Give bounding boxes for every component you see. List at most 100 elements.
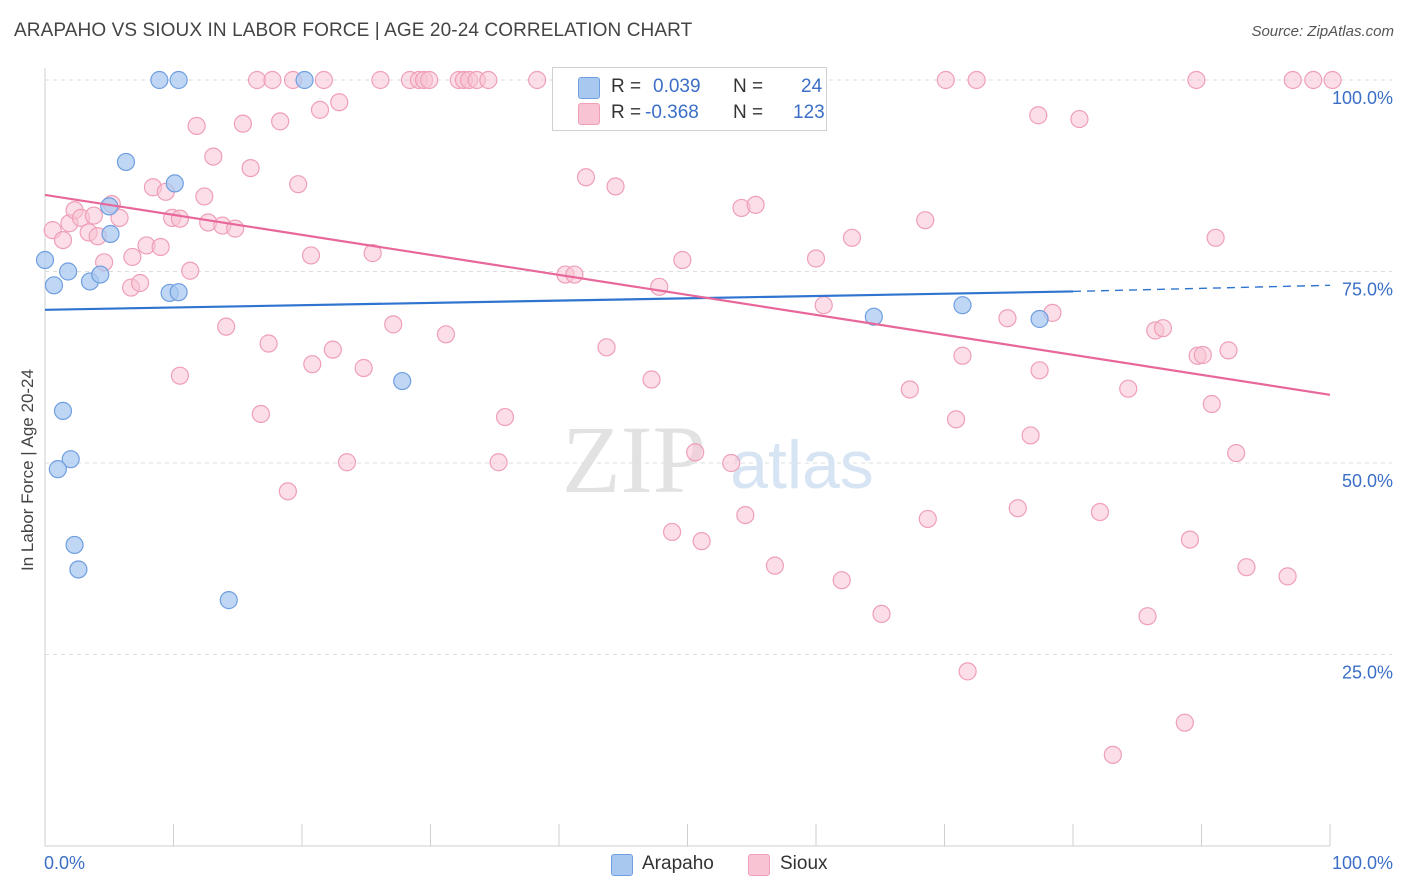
axis-layer [44,68,1331,847]
sioux-point [1029,106,1048,125]
watermark: ZIP atlas [562,406,874,513]
sioux-point [1278,567,1297,586]
arapaho-swatch [578,77,600,99]
sioux-point [301,246,321,265]
sioux-point [1119,379,1138,398]
arapaho-trend-line [44,290,1074,311]
sioux-point [1030,361,1049,380]
sioux-point [1153,319,1173,338]
sioux-point [314,70,333,90]
sioux-r-value: -0.368 [645,102,699,123]
sioux-point [1187,70,1206,90]
sioux-point [746,195,765,214]
x-tick-label-0: 0.0% [44,853,85,873]
arapaho-point [169,283,188,302]
sioux-point [289,175,308,194]
arapaho-points [35,70,1049,610]
sioux-point [371,70,390,90]
sioux-trend-line [44,193,1331,396]
arapaho-point [35,250,55,270]
sioux-point [958,662,977,681]
sioux-point [251,404,270,424]
sioux-point [170,366,190,385]
sioux-point [436,325,456,344]
sioux-point [247,70,267,90]
sioux-point [323,340,342,359]
arapaho-point [1030,309,1049,329]
sioux-point [1070,109,1089,129]
sioux-point [278,482,297,501]
sioux-point [806,249,826,268]
sioux-point [832,571,851,590]
sioux-point [967,70,986,90]
sioux-point [765,556,784,575]
sioux-point [692,532,711,551]
arapaho-trend-extension [1072,284,1331,293]
sioux-point [187,116,206,136]
arapaho-point [953,296,972,315]
arapaho-point [295,70,314,90]
chart-title: ARAPAHO VS SIOUX IN LABOR FORCE | AGE 20… [14,20,693,41]
sioux-point [576,168,596,187]
stats-legend: R = 0.039 N = 24 R = -0.368 N = 123 [552,67,827,131]
sioux-point [606,177,625,196]
arapaho-n-label: N = [733,76,764,97]
arapaho-point [101,224,120,244]
arapaho-point [165,174,184,193]
y-tick-label-75: 75.0% [1342,280,1393,300]
sioux-point [686,443,705,462]
sioux-point [722,453,741,473]
arapaho-n-value: 24 [801,76,823,97]
sioux-point [195,187,214,206]
sioux-point [528,70,547,90]
sioux-point [1008,499,1027,518]
arapaho-point [44,276,64,295]
sioux-point [642,370,661,389]
sioux-point [814,296,833,315]
sioux-point [110,208,129,227]
sioux-point [217,317,236,336]
arapaho-legend-swatch [611,854,633,876]
sioux-point [1219,341,1238,360]
sioux-point [363,244,382,263]
x-tick-label-100: 100.0% [1332,853,1393,873]
sioux-point [1175,713,1194,732]
arapaho-point [65,535,84,555]
sioux-n-value: 123 [793,102,825,123]
sioux-point [1304,70,1323,90]
sioux-point [673,250,692,270]
sioux-points [43,70,1342,764]
sioux-point [489,453,508,472]
arapaho-point [48,460,67,479]
sioux-legend-swatch [748,854,770,876]
arapaho-r-value: 0.039 [653,76,701,97]
sioux-point [842,228,862,247]
arapaho-point [59,262,78,281]
sioux-point [310,100,330,119]
y-tick-label-100: 100.0% [1332,88,1393,108]
watermark-zip: ZIP [562,406,706,513]
sioux-point [181,261,200,280]
sioux-point [495,407,515,427]
sioux-point [1202,394,1221,414]
sioux-point [565,265,584,284]
sioux-n-label: N = [733,102,764,123]
arapaho-point [169,70,188,90]
series-legend: Arapaho Sioux [0,851,1406,877]
sioux-point [918,509,937,529]
tick-labels: 25.0% 50.0% 75.0% 100.0% 0.0% 100.0% [44,88,1393,873]
sioux-point [263,70,282,90]
arapaho-point [91,265,110,284]
sioux-point [953,346,972,365]
y-tick-label-50: 50.0% [1342,471,1393,491]
sioux-point [479,70,498,90]
arapaho-point [116,152,136,172]
sioux-point [170,209,190,228]
sioux-point [53,230,73,250]
legend-row-sioux: R = -0.368 N = 123 [553,101,826,127]
sioux-point [900,380,919,399]
sioux-point [271,112,290,131]
arapaho-point [53,401,73,421]
sioux-legend-label: Sioux [780,853,828,874]
sioux-point [1237,558,1256,577]
